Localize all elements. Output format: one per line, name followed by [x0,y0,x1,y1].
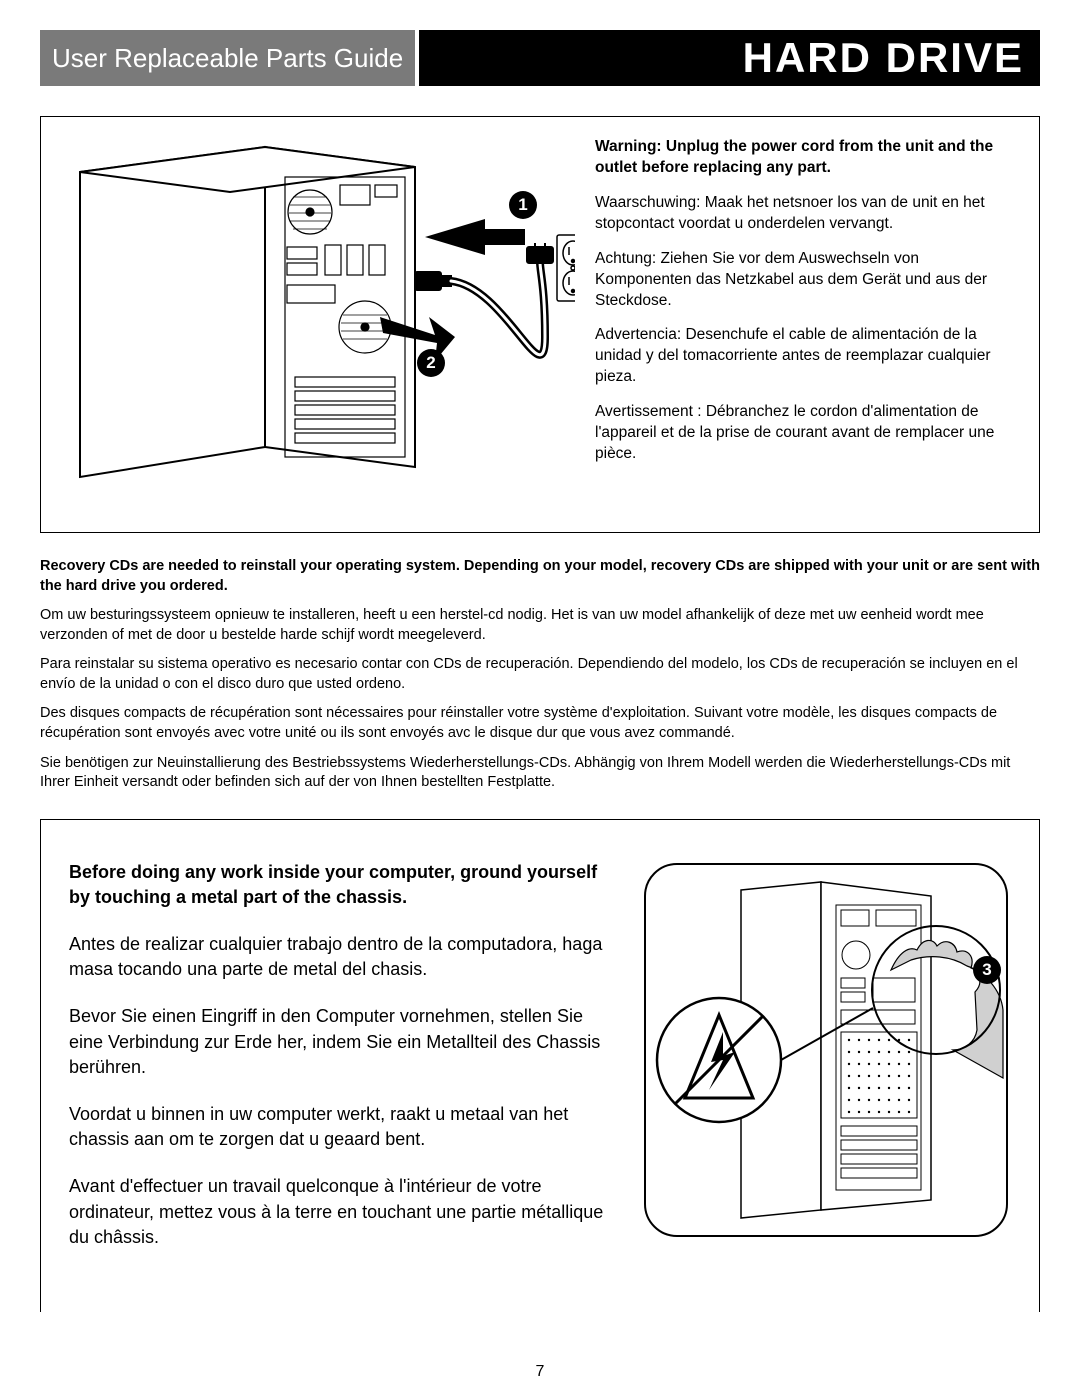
diagram-ground: 3 [641,860,1011,1272]
recovery-cd-notes: Recovery CDs are needed to reinstall you… [40,557,1040,793]
step-badge-2: 2 [417,349,445,377]
diagram-unplug: 1 2 [65,137,575,512]
ground-en: Before doing any work inside your comput… [69,860,613,910]
panel1-text: Warning: Unplug the power cord from the … [595,137,1015,512]
page-number: 7 [536,1363,545,1381]
recovery-es: Para reinstalar su sistema operativo es … [40,655,1040,694]
header-title: HARD DRIVE [743,34,1040,82]
step-badge-1: 1 [509,191,537,219]
warning-en: Warning: Unplug the power cord from the … [595,137,1015,179]
ground-de: Bevor Sie einen Eingriff in den Computer… [69,1004,613,1080]
step-badge-3: 3 [973,956,1001,984]
recovery-de: Sie benötigen zur Neuinstallierung des B… [40,754,1040,793]
panel2-text: Before doing any work inside your comput… [69,860,613,1272]
warning-nl: Waarschuwing: Maak het netsnoer los van … [595,193,1015,235]
ground-es: Antes de realizar cualquier trabajo dent… [69,932,613,982]
warning-fr: Avertissement : Débranchez le cordon d'a… [595,402,1015,465]
panel-unplug: 1 2 Warning: Unplug the power cord from … [40,116,1040,533]
header-bar: User Replaceable Parts Guide HARD DRIVE [40,30,1040,86]
warning-de: Achtung: Ziehen Sie vor dem Auswechseln … [595,249,1015,312]
ground-fr: Avant d'effectuer un travail quelconque … [69,1174,613,1250]
panel-ground: Before doing any work inside your comput… [40,819,1040,1312]
warning-es: Advertencia: Desenchufe el cable de alim… [595,325,1015,388]
recovery-nl: Om uw besturingssysteem opnieuw te insta… [40,606,1040,645]
recovery-fr: Des disques compacts de récupération son… [40,704,1040,743]
ground-nl: Voordat u binnen in uw computer werkt, r… [69,1102,613,1152]
header-subtitle: User Replaceable Parts Guide [40,30,419,86]
recovery-en: Recovery CDs are needed to reinstall you… [40,557,1040,596]
